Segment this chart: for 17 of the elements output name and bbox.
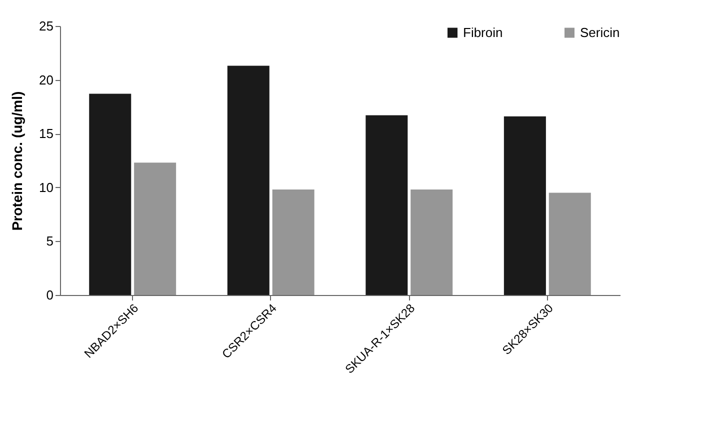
y-tick-label: 15: [39, 126, 54, 142]
bar: [410, 190, 453, 295]
bar: [548, 192, 591, 295]
y-tick-label: 25: [39, 18, 54, 34]
legend-label: Sericin: [580, 24, 620, 40]
bar: [227, 66, 270, 295]
bar: [134, 162, 176, 295]
legend-label: Fibroin: [463, 24, 503, 40]
bar: [366, 115, 408, 295]
y-tick-label: 20: [39, 72, 54, 88]
y-tick-label: 5: [46, 234, 54, 249]
bar: [504, 116, 546, 295]
y-tick-label: 0: [46, 288, 54, 302]
bar: [89, 94, 132, 295]
y-tick-label: 10: [39, 180, 54, 195]
bar: [272, 190, 314, 295]
y-axis-title: Protein conc. (ug/ml): [9, 91, 26, 231]
